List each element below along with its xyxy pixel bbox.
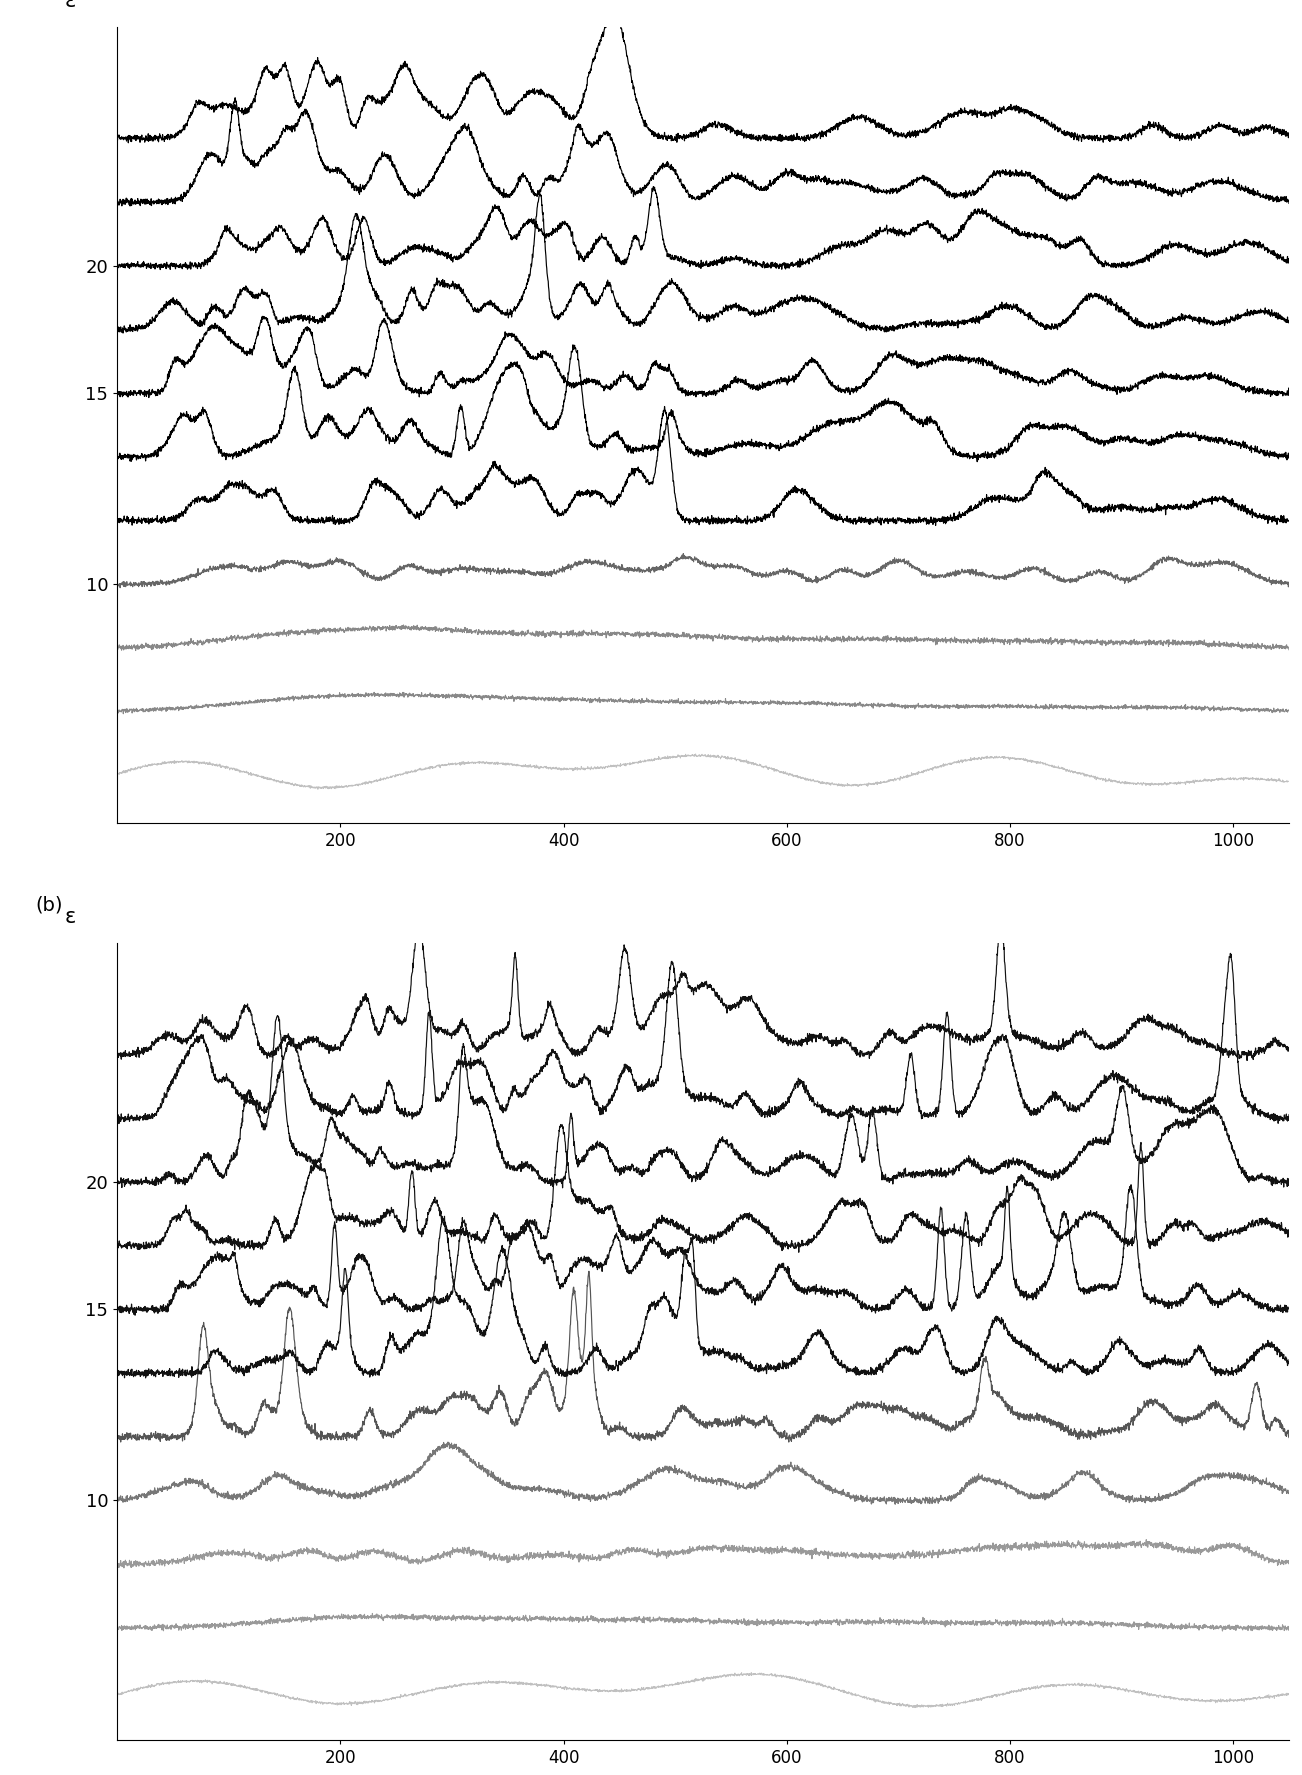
- Y-axis label: ε: ε: [65, 0, 76, 11]
- Text: (b): (b): [35, 896, 62, 914]
- Y-axis label: ε: ε: [65, 907, 76, 927]
